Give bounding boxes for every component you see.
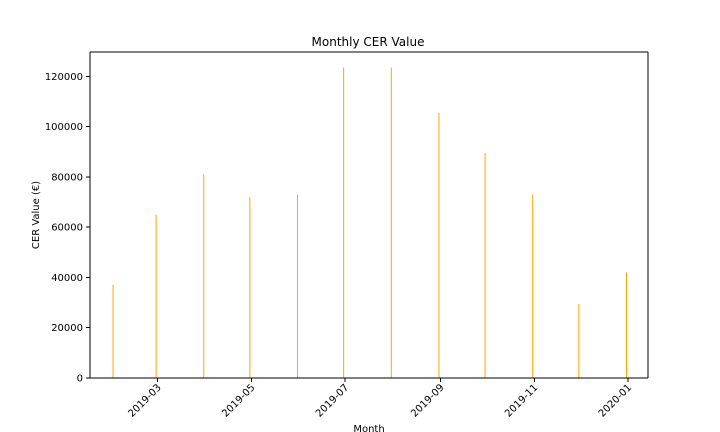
x-tick-label: 2019-07 — [314, 382, 351, 419]
y-tick-label: 100000 — [45, 122, 83, 133]
bar-2019-11-30 — [578, 303, 580, 378]
chart-title: Monthly CER Value — [312, 35, 425, 49]
bar-2019-08-31 — [438, 112, 440, 378]
y-tick-label: 40000 — [51, 273, 83, 284]
bar-2019-04-30 — [249, 196, 251, 378]
y-axis-title: CER Value (€) — [31, 181, 42, 249]
bars-layer — [112, 67, 627, 379]
bar-2019-07-31 — [390, 67, 392, 379]
x-axis-title: Month — [353, 424, 384, 432]
bar-2019-03-31 — [203, 174, 205, 378]
bar-2019-02-28 — [155, 214, 157, 378]
bar-2019-10-31 — [532, 194, 534, 378]
x-tick-label: 2019-05 — [220, 382, 257, 419]
x-tick-label: 2020-01 — [597, 382, 634, 419]
x-axis-ticks: 2019-03 2019-05 2019-07 2019-09 2019-11 2020-… — [126, 378, 634, 420]
y-axis-ticks: 0 20000 40000 60000 80000 100000 120000 — [45, 72, 90, 385]
x-tick-label: 2019-03 — [126, 382, 163, 419]
y-tick-label: 20000 — [51, 323, 83, 334]
bar-2019-09-30 — [484, 153, 486, 378]
y-tick-label: 0 — [77, 374, 83, 385]
bar-2019-01-31 — [112, 284, 114, 378]
y-tick-label: 80000 — [51, 172, 83, 183]
bar-2019-05-31 — [297, 194, 299, 378]
x-tick-label: 2019-11 — [503, 382, 540, 419]
x-tick-label: 2019-09 — [409, 382, 446, 419]
bar-2019-12-31 — [625, 272, 627, 378]
y-tick-label: 120000 — [45, 72, 83, 83]
bar-2019-06-30 — [343, 67, 345, 379]
y-tick-label: 60000 — [51, 223, 83, 234]
